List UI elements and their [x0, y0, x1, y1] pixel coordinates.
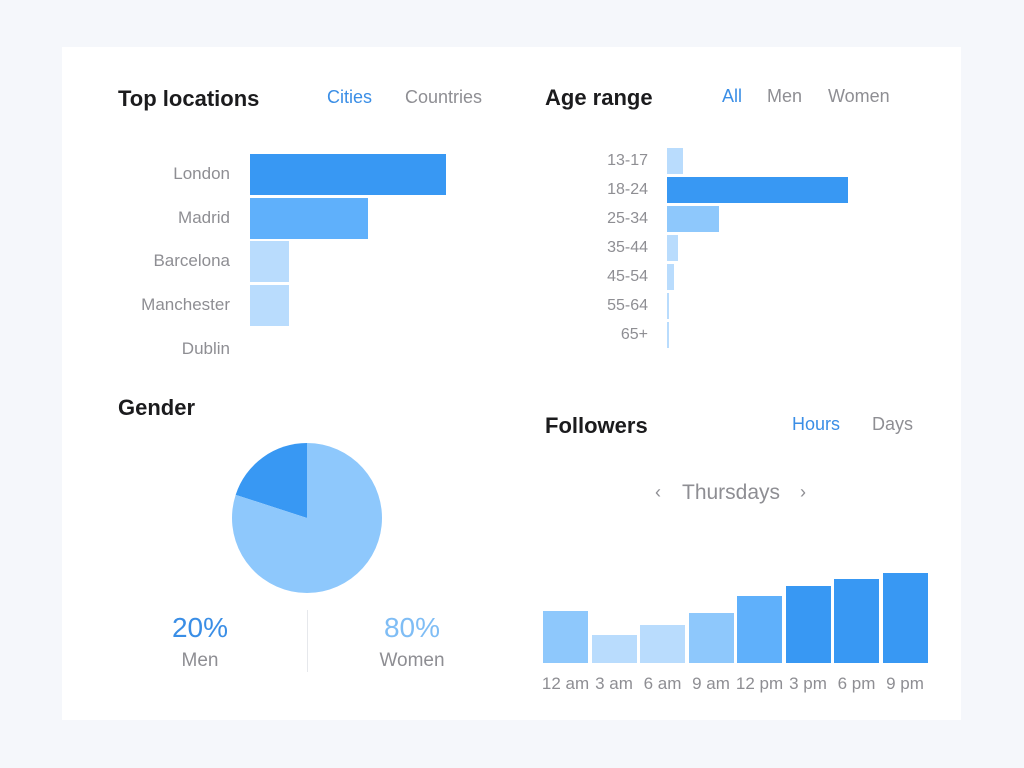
location-label: Madrid: [178, 207, 230, 227]
hour-label: 6 am: [643, 674, 682, 693]
gender-title: Gender: [118, 395, 196, 420]
followers-title: Followers: [545, 413, 648, 438]
hour-bar: [640, 625, 685, 663]
women-label: Women: [379, 650, 445, 671]
tab-countries[interactable]: Countries: [405, 87, 483, 107]
hour-bar: [834, 579, 879, 663]
men-label: Men: [181, 650, 219, 671]
location-bar: [250, 154, 446, 195]
hour-bar: [543, 610, 588, 663]
tab-all[interactable]: All: [722, 86, 743, 106]
location-label: London: [173, 164, 230, 183]
hour-label: 12 pm: [735, 674, 784, 693]
location-label: Barcelona: [153, 251, 230, 271]
hour-label: 9 am: [692, 674, 730, 693]
tab-men[interactable]: Men: [767, 86, 803, 106]
tab-hours[interactable]: Hours: [792, 414, 841, 434]
chevron-left-icon[interactable]: ‹: [655, 482, 661, 502]
hour-bar: [882, 573, 928, 663]
hour-bar: [737, 595, 782, 663]
age-bar: [667, 322, 669, 348]
gender-divider: [307, 610, 308, 672]
location-bar: [250, 197, 368, 239]
pie-slice-men: [235, 443, 307, 518]
hour-bar: [688, 612, 734, 663]
age-label: 45-54: [607, 268, 648, 285]
age-label: 13-17: [607, 152, 648, 169]
age-bar: [667, 177, 848, 203]
age-label: 25-34: [607, 210, 648, 227]
age-bar: [667, 293, 669, 319]
age-label: 55-64: [607, 297, 648, 314]
pie-slice-women: [232, 443, 382, 593]
hour-label: 12 am: [541, 674, 590, 693]
hour-label: 6 pm: [837, 674, 876, 693]
age-bar: [667, 206, 720, 232]
age-bar: [667, 235, 678, 261]
hour-bar: [785, 585, 831, 663]
hour-label: 9 pm: [886, 674, 924, 693]
gender-pie-chart: [232, 443, 382, 593]
location-bar: [250, 285, 290, 327]
location-label: Manchester: [141, 295, 230, 315]
tab-days[interactable]: Days: [872, 414, 914, 434]
hour-label: 3 pm: [789, 674, 827, 693]
age-bar: [667, 264, 675, 290]
chevron-right-icon[interactable]: ›: [800, 482, 806, 502]
age-label: 65+: [620, 326, 648, 343]
location-bar: [250, 241, 290, 283]
age-bar: [667, 148, 684, 174]
tab-cities[interactable]: Cities: [327, 87, 373, 107]
location-label: Dublin: [181, 338, 230, 358]
men-percent: 20%: [171, 612, 229, 643]
hour-label: 3 am: [595, 674, 633, 693]
age-label: 35-44: [607, 239, 648, 256]
hour-bar: [591, 635, 637, 663]
day-selector-label: Thursdays: [682, 481, 781, 504]
tab-women[interactable]: Women: [828, 86, 890, 106]
age-range-title: Age range: [545, 85, 653, 110]
age-label: 18-24: [607, 181, 648, 198]
top-locations-title: Top locations: [118, 86, 260, 111]
women-percent: 80%: [383, 612, 441, 643]
